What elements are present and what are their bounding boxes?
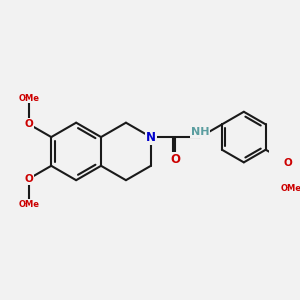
Text: O: O [25,119,33,129]
Text: OMe: OMe [18,200,39,209]
Text: O: O [284,158,292,168]
Text: NH: NH [191,127,209,137]
Text: O: O [25,174,33,184]
Text: OMe: OMe [18,94,39,103]
Text: OMe: OMe [280,184,300,193]
Text: N: N [146,130,156,144]
Text: O: O [170,153,180,166]
